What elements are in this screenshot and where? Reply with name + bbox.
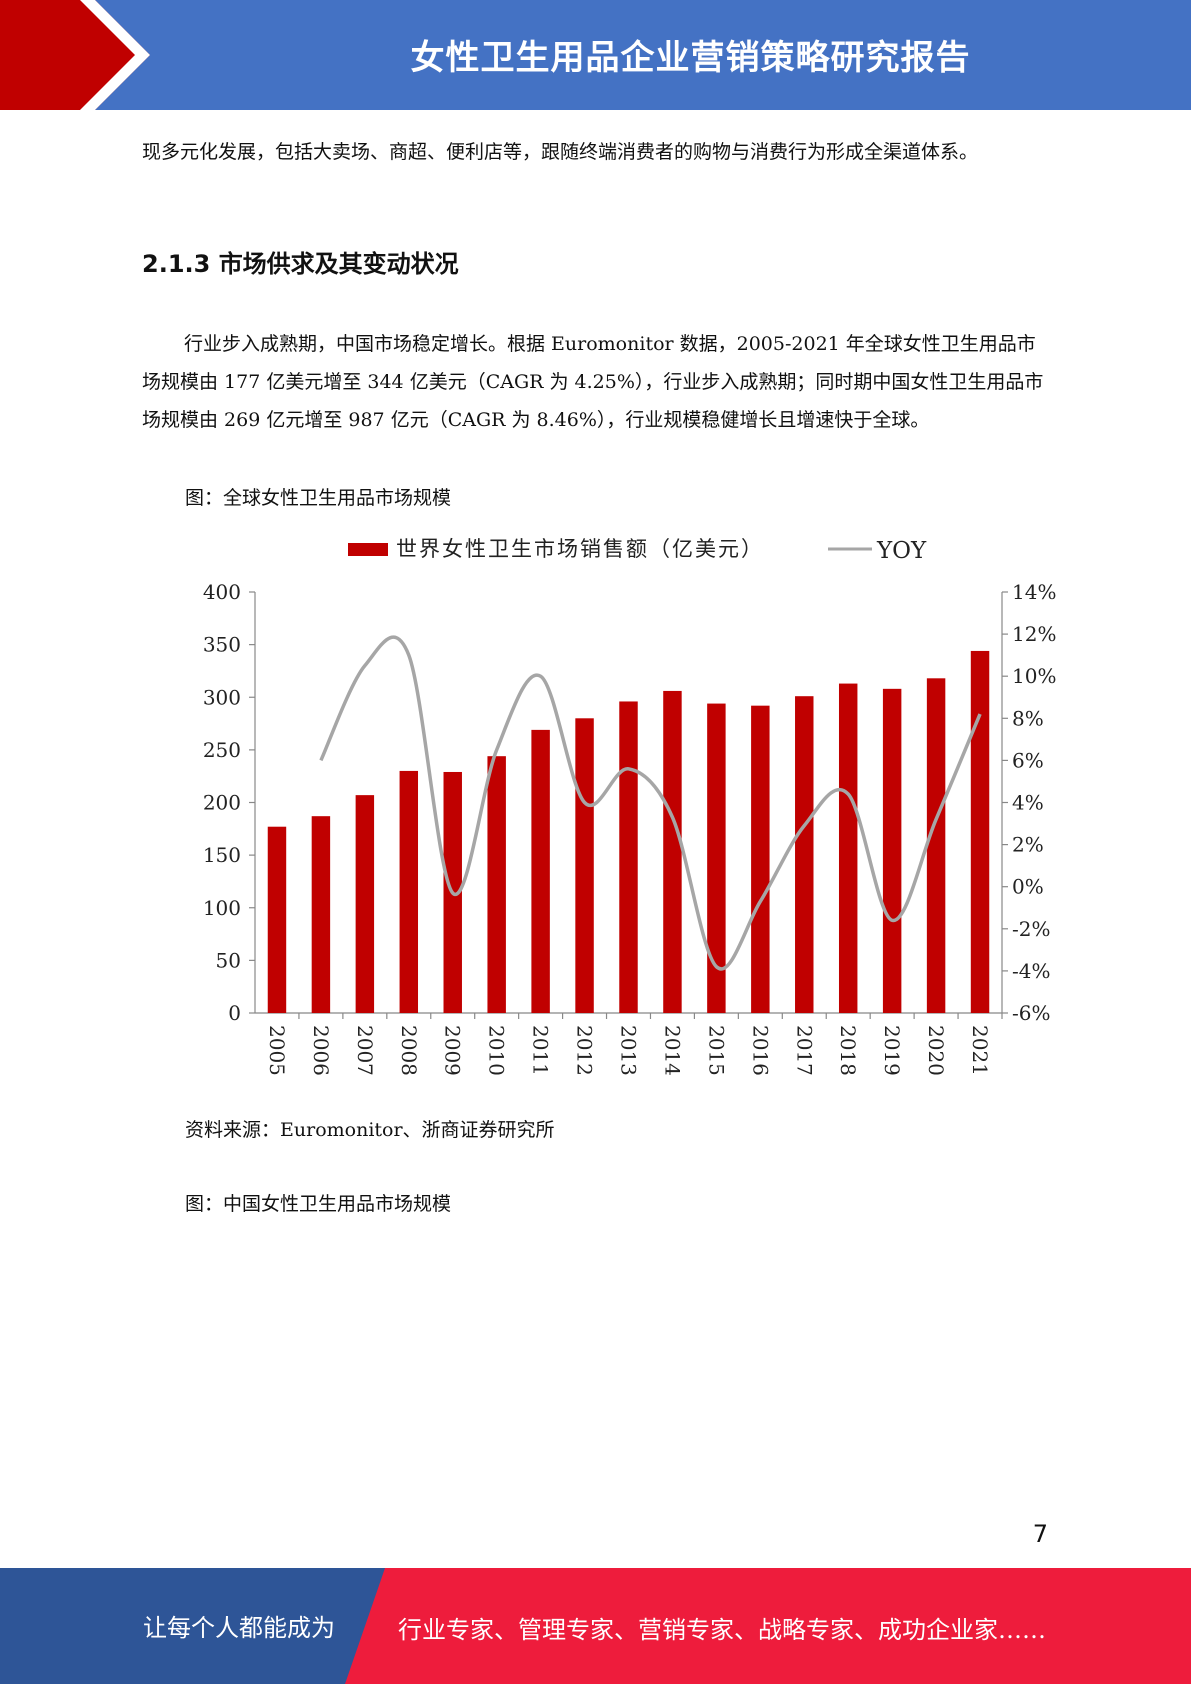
- right-tick-label: 14%: [1012, 580, 1056, 604]
- legend-label-bar: 世界女性卫生市场销售额（亿美元）: [396, 537, 764, 561]
- right-tick-label: 10%: [1012, 664, 1056, 688]
- market-size-chart: 世界女性卫生市场销售额（亿美元） YOY 0 50 100 150 200 250 300 3…: [203, 537, 1057, 1076]
- right-tick-label: 2%: [1012, 833, 1044, 857]
- right-tick-label: 8%: [1012, 706, 1044, 730]
- chart-x-labels: 2005 2006 2007 2008 2009 2010 2011 2012 2013 2014…: [265, 1025, 992, 1076]
- right-tick-label: 4%: [1012, 791, 1044, 815]
- x-tick-label: 2015: [704, 1025, 728, 1076]
- bar-2005: [267, 826, 287, 1013]
- right-tick-label: -2%: [1012, 917, 1051, 941]
- x-tick-label: 2010: [485, 1025, 509, 1076]
- right-tick-label: 6%: [1012, 748, 1044, 772]
- x-tick-label: 2019: [880, 1025, 904, 1076]
- footer-slogan-left: 让每个人都能成为: [143, 1614, 335, 1642]
- x-tick-label: 2011: [529, 1025, 553, 1076]
- bar-2007: [355, 795, 375, 1013]
- footer-background: [0, 1568, 1191, 1684]
- left-tick-label: 200: [203, 791, 241, 815]
- chart-legend: 世界女性卫生市场销售额（亿美元） YOY: [348, 537, 927, 564]
- left-tick-label: 150: [203, 843, 241, 867]
- right-tick-label: -6%: [1012, 1001, 1051, 1025]
- legend-label-line: YOY: [876, 538, 927, 564]
- left-tick-label: 100: [203, 896, 241, 920]
- section-title: 2.1.3 市场供求及其变动状况: [142, 250, 459, 278]
- x-tick-label: 2014: [660, 1025, 684, 1076]
- x-tick-label: 2018: [836, 1025, 860, 1076]
- right-tick-label: 12%: [1012, 622, 1056, 646]
- footer-slogan-right: 行业专家、管理专家、营销专家、战略专家、成功企业家……: [398, 1616, 1046, 1644]
- x-tick-label: 2009: [441, 1025, 465, 1076]
- bar-2018: [838, 683, 858, 1013]
- header-title: 女性卫生用品企业营销策略研究报告: [410, 38, 971, 78]
- source-note: 资料来源：Euromonitor、浙商证券研究所: [185, 1119, 555, 1141]
- left-tick-label: 350: [203, 633, 241, 657]
- bar-2020: [926, 678, 946, 1013]
- bar-2013: [619, 701, 638, 1013]
- page-footer: 让每个人都能成为 行业专家、管理专家、营销专家、战略专家、成功企业家……: [0, 1568, 1191, 1684]
- chart-bars: [267, 650, 990, 1013]
- bar-2011: [531, 729, 550, 1013]
- left-tick-label: 300: [203, 685, 241, 709]
- bar-2006: [311, 816, 331, 1013]
- x-tick-label: 2008: [397, 1025, 421, 1076]
- right-tick-label: 0%: [1012, 875, 1044, 899]
- x-tick-label: 2020: [924, 1025, 948, 1076]
- page-header: 女性卫生用品企业营销策略研究报告: [0, 0, 1191, 110]
- x-tick-label: 2017: [792, 1025, 816, 1076]
- x-tick-label: 2016: [748, 1025, 772, 1076]
- figure-caption-global: 图：全球女性卫生用品市场规模: [185, 487, 452, 509]
- left-tick-label: 0: [228, 1001, 241, 1025]
- body-paragraph: 行业步入成熟期，中国市场稳定增长。根据 Euromonitor 数据，2005-…: [142, 333, 1044, 431]
- page-number: 7: [1032, 1520, 1048, 1548]
- right-tick-label: -4%: [1012, 959, 1051, 983]
- x-tick-label: 2012: [573, 1025, 597, 1076]
- left-tick-label: 400: [203, 580, 241, 604]
- left-tick-label: 50: [216, 948, 241, 972]
- header-chevron-decoration: [0, 0, 150, 110]
- bar-2021: [970, 650, 990, 1013]
- bar-2008: [399, 770, 419, 1013]
- bar-2017: [795, 696, 814, 1013]
- intro-paragraph: 现多元化发展，包括大卖场、商超、便利店等，跟随终端消费者的购物与消费行为形成全渠…: [142, 141, 979, 163]
- bar-2014: [663, 690, 682, 1013]
- x-tick-label: 2006: [309, 1025, 333, 1076]
- legend-swatch-bar: [348, 543, 388, 556]
- x-tick-label: 2005: [265, 1025, 289, 1076]
- bar-2010: [487, 756, 506, 1013]
- left-tick-label: 250: [203, 738, 241, 762]
- figure-caption-china: 图：中国女性卫生用品市场规模: [185, 1193, 452, 1215]
- bar-2012: [575, 718, 594, 1013]
- bar-2015: [707, 703, 726, 1013]
- bar-2016: [751, 705, 770, 1013]
- yoy-line: [319, 635, 982, 971]
- x-tick-label: 2007: [353, 1025, 377, 1076]
- chart-axes: 0 50 100 150 200 250 300 350 400 -6% -4% -2% 0% 2% 4% 6…: [203, 580, 1057, 1025]
- x-tick-label: 2013: [617, 1025, 641, 1076]
- x-tick-label: 2021: [968, 1025, 992, 1076]
- bar-2019: [882, 688, 902, 1013]
